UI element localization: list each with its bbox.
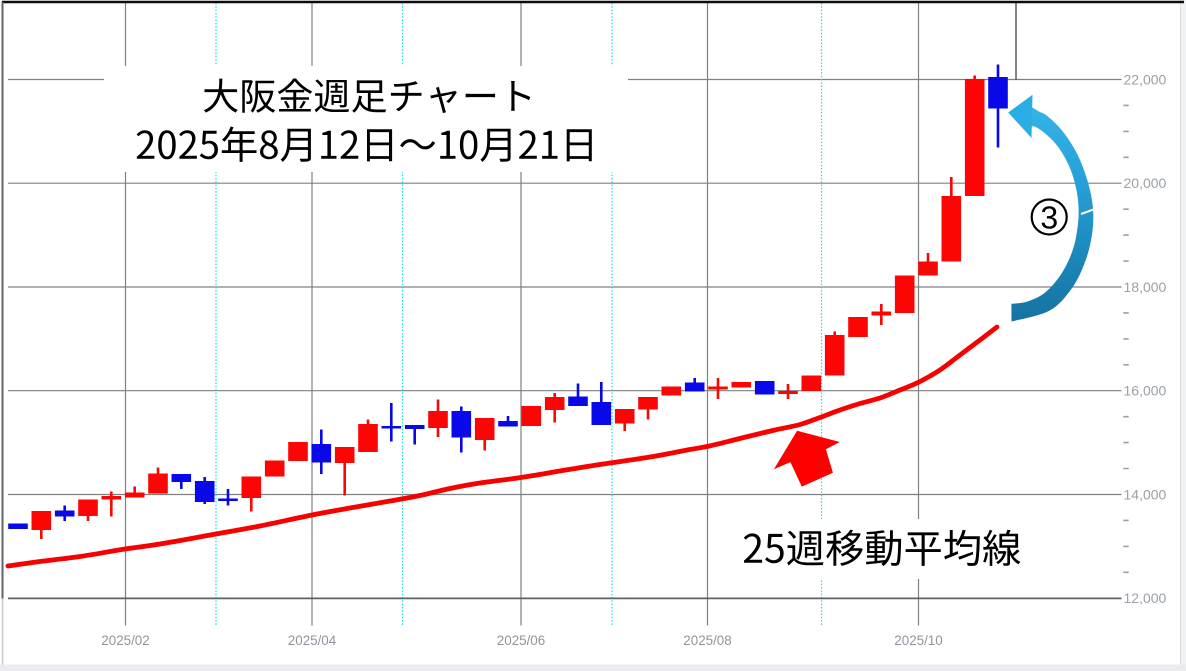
svg-text:2025/02: 2025/02 <box>101 633 149 648</box>
svg-text:2025/06: 2025/06 <box>497 633 545 648</box>
svg-text:12,000: 12,000 <box>1124 590 1167 606</box>
svg-text:2025/08: 2025/08 <box>683 633 731 648</box>
svg-text:22,000: 22,000 <box>1124 72 1167 88</box>
svg-text:18,000: 18,000 <box>1124 279 1167 295</box>
svg-text:14,000: 14,000 <box>1124 487 1167 503</box>
svg-text:16,000: 16,000 <box>1124 383 1167 399</box>
svg-text:20,000: 20,000 <box>1124 175 1167 191</box>
svg-text:2025/10: 2025/10 <box>894 633 942 648</box>
svg-text:2025/04: 2025/04 <box>288 633 337 648</box>
